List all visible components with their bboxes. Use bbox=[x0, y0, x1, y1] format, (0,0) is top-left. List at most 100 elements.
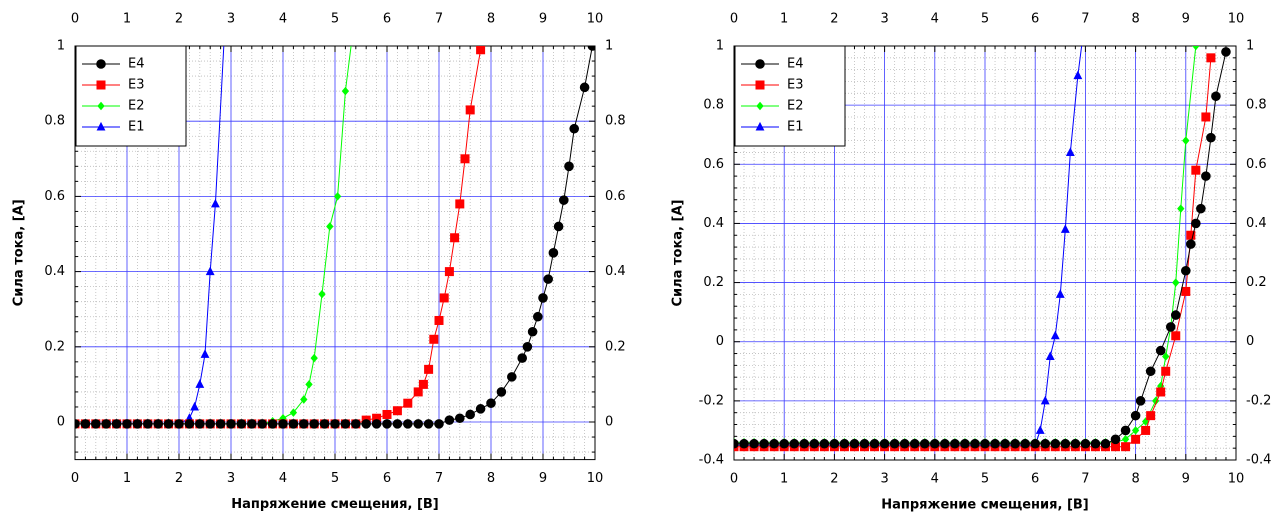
y-tick-label: 0.6 bbox=[44, 189, 65, 204]
marker bbox=[475, 404, 486, 414]
x-tick-label-top: 8 bbox=[1131, 12, 1139, 27]
marker bbox=[200, 349, 210, 358]
marker bbox=[444, 415, 455, 425]
marker bbox=[849, 438, 860, 449]
x-tick-label: 6 bbox=[1031, 472, 1039, 487]
y-tick-label: -0.4 bbox=[699, 453, 724, 468]
x-tick-label: 6 bbox=[383, 471, 391, 486]
marker bbox=[195, 379, 205, 388]
marker bbox=[153, 419, 163, 429]
x-tick-label-top: 6 bbox=[383, 12, 391, 27]
marker bbox=[1161, 366, 1171, 376]
marker bbox=[382, 409, 392, 419]
marker bbox=[122, 419, 132, 429]
marker bbox=[326, 222, 334, 231]
marker bbox=[1050, 330, 1060, 340]
marker bbox=[734, 438, 739, 449]
x-tick-label: 1 bbox=[123, 471, 131, 486]
x-tick-label: 8 bbox=[487, 471, 495, 486]
marker bbox=[1145, 366, 1156, 377]
legend-box bbox=[75, 45, 187, 147]
marker bbox=[1141, 425, 1151, 435]
y-tick-label: 1 bbox=[716, 39, 724, 54]
marker bbox=[450, 233, 460, 243]
marker bbox=[1035, 425, 1045, 434]
x-tick-label-top: 0 bbox=[730, 12, 738, 27]
x-tick-label-top: 0 bbox=[71, 12, 79, 27]
marker bbox=[205, 419, 215, 429]
marker bbox=[1073, 70, 1083, 80]
marker bbox=[1130, 410, 1141, 421]
marker bbox=[1030, 438, 1040, 449]
x-tick-label-top: 7 bbox=[1081, 12, 1089, 27]
marker bbox=[564, 161, 574, 172]
marker bbox=[1192, 46, 1200, 51]
marker bbox=[1045, 351, 1055, 360]
marker bbox=[392, 419, 403, 429]
legend-label: E3 bbox=[128, 78, 145, 93]
series-layer bbox=[734, 46, 1231, 452]
marker bbox=[930, 438, 940, 449]
marker bbox=[353, 5, 359, 12]
marker bbox=[465, 105, 475, 115]
x-tick-label-top: 1 bbox=[780, 12, 788, 27]
marker bbox=[382, 419, 392, 429]
marker bbox=[403, 419, 413, 429]
marker bbox=[257, 419, 268, 429]
legend-label: E1 bbox=[787, 120, 804, 135]
marker bbox=[434, 315, 444, 325]
x-tick-label-top: 4 bbox=[931, 12, 939, 27]
marker bbox=[755, 80, 765, 90]
marker bbox=[330, 419, 340, 429]
x-tick-label: 2 bbox=[175, 471, 183, 486]
x-tick-label-top: 3 bbox=[880, 12, 888, 27]
marker bbox=[919, 438, 930, 449]
x-tick-label-top: 4 bbox=[279, 12, 287, 27]
marker bbox=[990, 438, 1000, 449]
marker bbox=[215, 419, 226, 429]
marker bbox=[1121, 442, 1131, 452]
marker bbox=[940, 438, 950, 449]
x-axis-title: Напряжение смещения, [В] bbox=[881, 498, 1089, 513]
marker bbox=[96, 80, 106, 90]
marker bbox=[1146, 411, 1156, 421]
marker bbox=[418, 379, 428, 389]
marker bbox=[829, 438, 840, 449]
marker bbox=[460, 154, 470, 164]
marker bbox=[184, 419, 195, 429]
marker bbox=[1181, 265, 1191, 276]
x-tick-label-top: 10 bbox=[1228, 12, 1245, 27]
marker bbox=[1221, 47, 1231, 57]
marker bbox=[739, 438, 749, 449]
y-tick-label-right: 0.8 bbox=[1246, 98, 1267, 113]
legend-label: E2 bbox=[787, 99, 804, 114]
y-tick-label-right: 1 bbox=[605, 39, 613, 54]
marker bbox=[1131, 426, 1140, 435]
y-tick-label-right: 0.6 bbox=[1246, 157, 1267, 172]
y-tick-label: -0.2 bbox=[699, 393, 724, 408]
marker bbox=[548, 248, 559, 258]
marker bbox=[1010, 438, 1020, 449]
marker bbox=[543, 274, 554, 284]
marker bbox=[465, 409, 476, 420]
marker bbox=[423, 419, 434, 429]
x-tick-label: 10 bbox=[1228, 472, 1245, 487]
marker bbox=[1165, 322, 1176, 332]
marker bbox=[496, 387, 507, 397]
marker bbox=[351, 419, 361, 429]
marker bbox=[517, 353, 528, 363]
marker bbox=[755, 59, 765, 69]
y-tick-label-right: 0.2 bbox=[1246, 275, 1267, 290]
marker bbox=[1206, 53, 1216, 63]
x-tick-label-top: 9 bbox=[1182, 12, 1190, 27]
x-tick-label: 7 bbox=[435, 471, 443, 486]
legend-label: E3 bbox=[787, 78, 804, 93]
y-tick-label: 0.6 bbox=[703, 157, 724, 172]
x-tick-label-top: 3 bbox=[227, 12, 235, 27]
y-tick-label-right: -0.4 bbox=[1246, 453, 1271, 468]
marker bbox=[340, 419, 351, 429]
legend-label: E1 bbox=[128, 120, 145, 135]
